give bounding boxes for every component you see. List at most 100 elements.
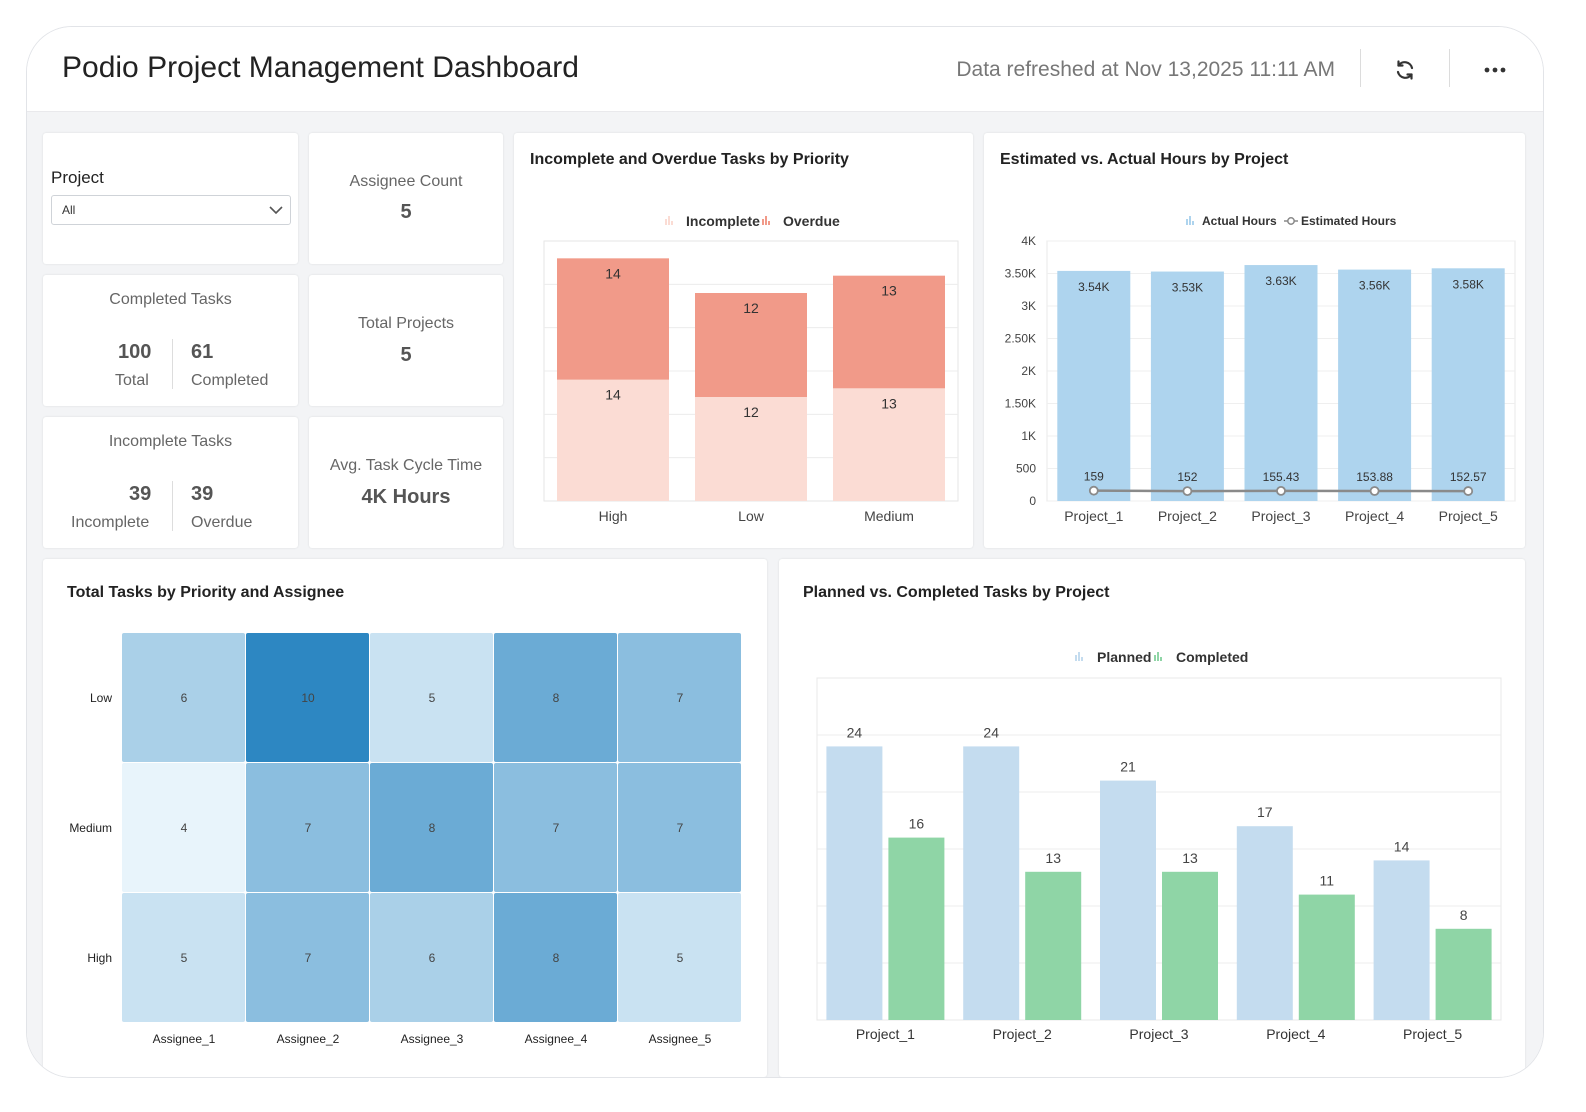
data-label: 16 (909, 816, 925, 832)
heatmap-cell (122, 633, 245, 762)
header-divider (1449, 49, 1450, 87)
data-label: 21 (1120, 759, 1136, 775)
refresh-icon[interactable] (1388, 53, 1422, 87)
page-title: Podio Project Management Dashboard (62, 51, 579, 84)
data-label: 24 (983, 724, 999, 740)
data-label: 3.63K (1265, 274, 1296, 288)
x-tick-label: Project_2 (1158, 508, 1217, 524)
hours-chart-card: Estimated vs. Actual Hours by Project 0 5… (984, 133, 1525, 548)
project-select-value: All (62, 203, 76, 217)
heatmap-cell (246, 893, 369, 1022)
overdue-sub-label: Overdue (191, 514, 253, 531)
bar-planned (963, 746, 1020, 1020)
data-label: 3.54K (1078, 280, 1109, 294)
data-label: 24 (847, 724, 863, 740)
data-label: 14 (605, 387, 621, 403)
heatmap-cell (618, 893, 741, 1022)
legend-overdue-icon (762, 216, 770, 225)
dashboard-frame: Podio Project Management Dashboard Data … (26, 26, 1544, 1078)
bar-completed (1162, 871, 1218, 1020)
bar-incomplete (557, 379, 669, 501)
y-tick-label: 3.50K (1005, 267, 1036, 281)
total-projects-card: Total Projects 5 (309, 275, 503, 406)
cell-value: 5 (429, 691, 436, 705)
cell-value: 7 (553, 821, 560, 835)
x-tick-label: Assignee_2 (277, 1032, 340, 1046)
x-tick-label: Project_4 (1345, 508, 1404, 524)
legend-label: Planned (1097, 649, 1151, 665)
priority-assignee-heatmap: Low 6 10 5 8 7 Medium 4 7 8 7 7 High 5 7 6 8 5 Assignee_1 A… (69, 633, 741, 1046)
kpi-divider (172, 481, 173, 531)
chart-title: Incomplete and Overdue Tasks by Priority (530, 151, 849, 168)
cell-value: 7 (677, 691, 684, 705)
y-tick-label: 500 (1016, 462, 1036, 476)
heatmap-cell (494, 633, 617, 762)
legend-planned-icon (1075, 652, 1083, 661)
chart-title: Planned vs. Completed Tasks by Project (803, 584, 1110, 601)
estimated-hours-point (1088, 485, 1099, 496)
legend-label: Completed (1176, 649, 1248, 665)
data-label: 152 (1177, 470, 1197, 484)
legend-estimated-icon (1287, 217, 1295, 225)
y-tick-label: 3K (1021, 299, 1036, 313)
hours-bar-line-chart: 0 500 1K 1.50K 2K 2.50K 3K 3.50K 4K Actual Hours E… (1005, 214, 1516, 524)
cell-value: 8 (553, 951, 560, 965)
project-filter-card: Project All (43, 133, 298, 264)
data-label: 14 (1394, 838, 1410, 854)
project-select[interactable]: All (51, 195, 291, 225)
incomplete-tasks-label: Incomplete Tasks (108, 433, 233, 450)
estimated-hours-point (1276, 485, 1286, 496)
heatmap-cell (618, 763, 741, 892)
completed-tasks-card: Completed Tasks 100 Total 61 Completed (43, 275, 298, 406)
completed-total-value: 100 (118, 341, 152, 363)
y-tick-label: Low (90, 691, 112, 705)
total-projects-value: 5 (400, 344, 412, 366)
data-label: 8 (1460, 907, 1468, 923)
x-tick-label: Low (738, 508, 765, 524)
assignee-count-label: Assignee Count (349, 173, 463, 190)
bar-incomplete (833, 388, 945, 501)
bar-planned (1100, 780, 1156, 1020)
data-label: 11 (1320, 873, 1335, 889)
bar-completed (1298, 894, 1355, 1020)
completed-done-value: 61 (191, 341, 214, 363)
heatmap-cell (122, 763, 245, 892)
cell-value: 7 (677, 821, 684, 835)
refresh-timestamp: Data refreshed at Nov 13,2025 11:11 AM (956, 58, 1335, 81)
legend-label: Overdue (783, 213, 840, 229)
assignee-count-card: Assignee Count 5 (309, 133, 503, 264)
kpi-divider (172, 339, 173, 389)
x-tick-label: Project_3 (1129, 1026, 1188, 1042)
bar-completed (1435, 928, 1492, 1020)
x-tick-label: Project_1 (856, 1026, 915, 1042)
estimated-hours-point (1182, 486, 1193, 497)
bar-completed (1025, 871, 1082, 1020)
legend-incomplete-icon (665, 216, 673, 225)
bar-overdue (557, 258, 669, 380)
heatmap-cell (370, 633, 493, 762)
bar-planned (1373, 860, 1430, 1020)
completed-tasks-label: Completed Tasks (109, 291, 232, 308)
heatmap-cell (246, 633, 369, 762)
x-tick-label: Assignee_4 (525, 1032, 588, 1046)
data-label: 152.57 (1450, 470, 1487, 484)
avg-cycle-time-label: Avg. Task Cycle Time (329, 457, 483, 474)
x-tick-label: Assignee_1 (153, 1032, 216, 1046)
data-label: 17 (1257, 804, 1273, 820)
data-label: 153.88 (1356, 470, 1393, 484)
cell-value: 8 (553, 691, 560, 705)
chart-title: Total Tasks by Priority and Assignee (67, 584, 345, 601)
cell-value: 7 (305, 951, 312, 965)
bar-actual-hours (1057, 270, 1131, 501)
heatmap-cell (618, 633, 741, 762)
project-filter-label: Project (51, 168, 104, 187)
priority-stacked-bar-chart: Incomplete Overdue 14 14 High 12 12 Low 13 13 Medi… (543, 213, 959, 524)
x-tick-label: Assignee_3 (401, 1032, 464, 1046)
legend-actual-icon (1186, 216, 1194, 225)
data-label: 12 (743, 300, 759, 316)
chevron-down-icon (269, 206, 283, 215)
more-options-icon[interactable] (1478, 53, 1512, 87)
x-tick-label: High (599, 508, 628, 524)
x-tick-label: Medium (864, 508, 914, 524)
total-projects-label: Total Projects (357, 315, 455, 332)
